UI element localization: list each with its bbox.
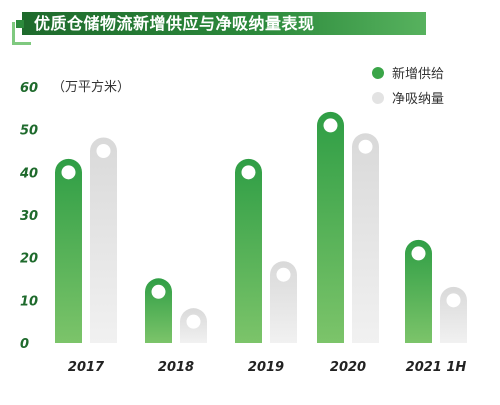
x-tick-label: 2018: [158, 360, 194, 375]
chart-title: 优质仓储物流新增供应与净吸纳量表现: [34, 14, 315, 33]
legend-marker: [372, 92, 384, 104]
bar-top-dot: [358, 139, 373, 154]
supply-bar: [55, 158, 82, 343]
bar-top-dot: [61, 165, 76, 180]
legend-marker: [372, 67, 384, 79]
bar-top-dot: [446, 293, 461, 308]
y-tick-label: 60: [20, 81, 38, 96]
legend-label: 净吸纳量: [392, 92, 444, 107]
x-tick-label: 2019: [248, 360, 284, 375]
y-tick-label: 50: [20, 124, 38, 139]
y-tick-label: 20: [20, 252, 38, 267]
y-tick-label: 40: [19, 166, 38, 181]
x-tick-label: 2017: [68, 360, 105, 375]
x-tick-label: 2021 1H: [406, 360, 467, 375]
bar-top-dot: [276, 267, 291, 282]
absorption-bar: [90, 137, 117, 343]
supply-bar: [405, 239, 432, 343]
supply-bar: [317, 111, 344, 344]
absorption-bar: [352, 133, 379, 343]
y-tick-label: 10: [20, 294, 38, 309]
y-tick-label: 30: [20, 209, 38, 224]
corner-square: [16, 20, 24, 28]
y-tick-label: 0: [20, 337, 29, 352]
bar-top-dot: [411, 246, 426, 261]
unit-label: （万平方米）: [52, 79, 130, 95]
bar-top-dot: [186, 314, 201, 329]
legend-label: 新增供给: [392, 66, 444, 82]
supply-bar: [235, 158, 262, 343]
supply-bar: [145, 278, 172, 343]
title-bar: [22, 12, 426, 35]
bar-top-dot: [151, 284, 166, 299]
x-tick-label: 2020: [330, 360, 366, 375]
bar-top-dot: [241, 165, 256, 180]
absorption-bar: [270, 261, 297, 343]
bar-top-dot: [96, 144, 111, 158]
bar-top-dot: [323, 118, 338, 133]
corner-decoration: [12, 22, 31, 45]
